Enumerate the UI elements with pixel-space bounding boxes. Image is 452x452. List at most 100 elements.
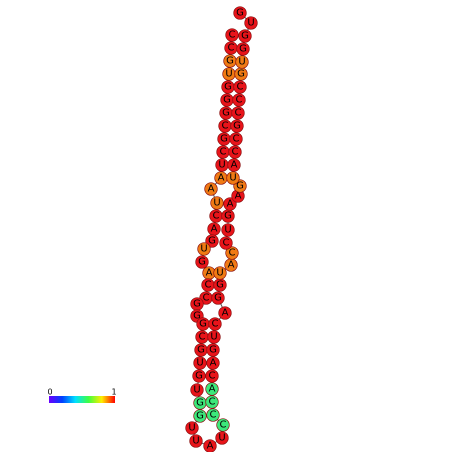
- nucleotide-label: G: [193, 299, 201, 310]
- nucleotide-label: U: [247, 18, 254, 29]
- nucleotide-label: U: [216, 268, 223, 279]
- nucleotide: [197, 242, 211, 256]
- nucleotide-label: C: [229, 248, 236, 259]
- nucleotide-label: U: [192, 436, 199, 447]
- nucleotide-label: C: [233, 134, 240, 145]
- nucleotide: [218, 306, 232, 320]
- nucleotide-label: A: [235, 191, 242, 202]
- nucleotide-label: C: [236, 95, 243, 106]
- nucleotide: [229, 132, 243, 146]
- nucleotide-label: C: [203, 293, 210, 304]
- nucleotide-label: G: [236, 181, 244, 192]
- nucleotide-label: U: [225, 69, 232, 80]
- nucleotide: [228, 145, 242, 159]
- colorbar-min: 0: [47, 388, 52, 397]
- nucleotide: [206, 343, 220, 357]
- nucleotide-label: U: [200, 244, 207, 255]
- nucleotide-label: C: [213, 211, 220, 222]
- nucleotide-label: U: [188, 423, 195, 434]
- nucleotide: [193, 409, 207, 423]
- nucleotide-label: A: [227, 199, 234, 210]
- nucleotide-label: C: [232, 147, 239, 158]
- nucleotide: [195, 255, 209, 269]
- nucleotide-label: C: [220, 420, 227, 431]
- nucleotide-label: A: [218, 173, 225, 184]
- nucleotide-label: G: [196, 398, 204, 409]
- nucleotide: [205, 382, 219, 396]
- nucleotide-label: G: [196, 411, 204, 422]
- nucleotide-label: C: [223, 238, 230, 249]
- nucleotide: [219, 236, 233, 250]
- nucleotide: [238, 29, 252, 43]
- nucleotide-label: C: [220, 147, 227, 158]
- nucleotide: [208, 317, 222, 331]
- nucleotide-label: G: [214, 293, 222, 304]
- nucleotide-label: C: [235, 108, 242, 119]
- nucleotide-label: C: [237, 82, 244, 93]
- nucleotide: [185, 421, 199, 435]
- nucleotide: [233, 6, 247, 20]
- nucleotide-label: C: [212, 319, 219, 330]
- nucleotide-label: A: [206, 268, 213, 279]
- nucleotide-label: A: [228, 260, 235, 271]
- nucleotide: [204, 182, 218, 196]
- nucleotide-label: U: [238, 57, 245, 68]
- nucleotide-label: C: [229, 30, 236, 41]
- nucleotide: [211, 291, 225, 305]
- nucleotide-label: A: [209, 384, 216, 395]
- nucleotide-label: C: [199, 332, 206, 343]
- nucleotide: [236, 42, 250, 56]
- nucleotide-label: C: [209, 371, 216, 382]
- nucleotide: [235, 55, 249, 69]
- nucleotide: [189, 434, 203, 448]
- nucleotide-label: G: [198, 257, 206, 268]
- nucleotide: [207, 330, 221, 344]
- nucleotide-label: C: [228, 43, 235, 54]
- nucleotide-label: U: [213, 198, 220, 209]
- nucleotide-label: U: [224, 225, 231, 236]
- nucleotide-label: G: [233, 121, 241, 132]
- nucleotide-label: G: [226, 56, 234, 67]
- nucleotide-label: U: [193, 385, 200, 396]
- nucleotide-label: G: [224, 82, 232, 93]
- nucleotide: [233, 80, 247, 94]
- nucleotide-label: U: [196, 358, 203, 369]
- nucleotide-label: G: [237, 69, 245, 80]
- nucleotide: [231, 106, 245, 120]
- nucleotide-label: U: [229, 173, 236, 184]
- nucleotide: [227, 158, 241, 172]
- nucleotide-label: G: [236, 8, 244, 19]
- nucleotide: [193, 356, 207, 370]
- nucleotide: [232, 93, 246, 107]
- nucleotide: [225, 246, 239, 260]
- nucleotide-label: C: [210, 410, 217, 421]
- nucleotide-label: G: [195, 371, 203, 382]
- nucleotide: [230, 119, 244, 133]
- nucleotide-label: G: [241, 31, 249, 42]
- nucleotide-label: G: [208, 236, 216, 247]
- nucleotide-label: C: [205, 280, 212, 291]
- colorbar-max: 1: [111, 388, 116, 397]
- nucleotide-label: A: [210, 358, 217, 369]
- nucleotide-label: A: [222, 308, 229, 319]
- nucleotide: [206, 356, 220, 370]
- nucleotide: [215, 431, 229, 445]
- nucleotide-label: G: [223, 95, 231, 106]
- nucleotide: [223, 197, 237, 211]
- nucleotide: [205, 234, 219, 248]
- nucleotide: [205, 369, 219, 383]
- nucleotide-label: G: [216, 280, 224, 291]
- nucleotide-label: G: [222, 108, 230, 119]
- nucleotide-label: G: [209, 345, 217, 356]
- nucleotide: [216, 418, 230, 432]
- nucleotide: [210, 196, 224, 210]
- colorbar: [49, 396, 115, 403]
- nucleotide: [221, 223, 235, 237]
- nucleotide: [203, 439, 217, 452]
- nucleotide-label: G: [193, 311, 201, 322]
- nucleotide-label: G: [220, 134, 228, 145]
- nucleotide-label: G: [197, 345, 205, 356]
- nucleotide-label: A: [211, 224, 218, 235]
